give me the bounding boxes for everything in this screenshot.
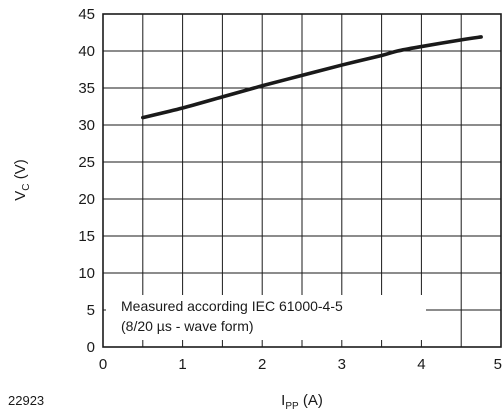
annotation-line-2: (8/20 µs - wave form)	[121, 318, 254, 334]
x-tick-label: 3	[338, 356, 346, 373]
grid	[103, 14, 501, 347]
x-axis-label-unit: (A)	[299, 392, 323, 409]
y-axis-label-main: V	[12, 191, 29, 201]
x-tick-label: 0	[99, 356, 107, 373]
x-axis-label: IPP (A)	[281, 392, 323, 412]
series-line	[141, 35, 483, 120]
y-tick-label: 35	[78, 80, 95, 97]
annotation: Measured according IEC 61000-4-5 (8/20 µ…	[106, 295, 426, 340]
x-tick-label: 1	[178, 356, 186, 373]
x-axis-label-main: I	[281, 392, 285, 409]
y-tick-label: 0	[87, 339, 95, 356]
y-axis-label-unit: (V)	[12, 159, 29, 183]
y-tick-label: 15	[78, 228, 95, 245]
y-tick-label: 45	[78, 6, 95, 23]
y-tick-label: 25	[78, 154, 95, 171]
plot-frame	[102, 13, 502, 348]
x-tick-label: 5	[494, 356, 502, 373]
y-axis-label-sub: C	[21, 183, 32, 190]
x-tick-label: 4	[417, 356, 425, 373]
x-tick-label: 2	[258, 356, 266, 373]
y-axis-ticks: 0 5 10 15 20 25 30 35 40 45	[78, 6, 95, 356]
figure-id: 22923	[8, 393, 44, 408]
x-axis-ticks: 0 1 2 3 4 5	[99, 356, 502, 373]
y-axis-label: VC (V)	[12, 159, 32, 200]
annotation-box	[106, 295, 426, 340]
series-layer	[141, 35, 483, 120]
x-axis-label-sub: PP	[285, 401, 299, 412]
y-tick-label: 5	[87, 302, 95, 319]
annotation-line-1: Measured according IEC 61000-4-5	[121, 298, 343, 314]
y-tick-label: 40	[78, 43, 95, 60]
y-tick-label: 30	[78, 117, 95, 134]
y-tick-label: 10	[78, 265, 95, 282]
y-tick-label: 20	[78, 191, 95, 208]
